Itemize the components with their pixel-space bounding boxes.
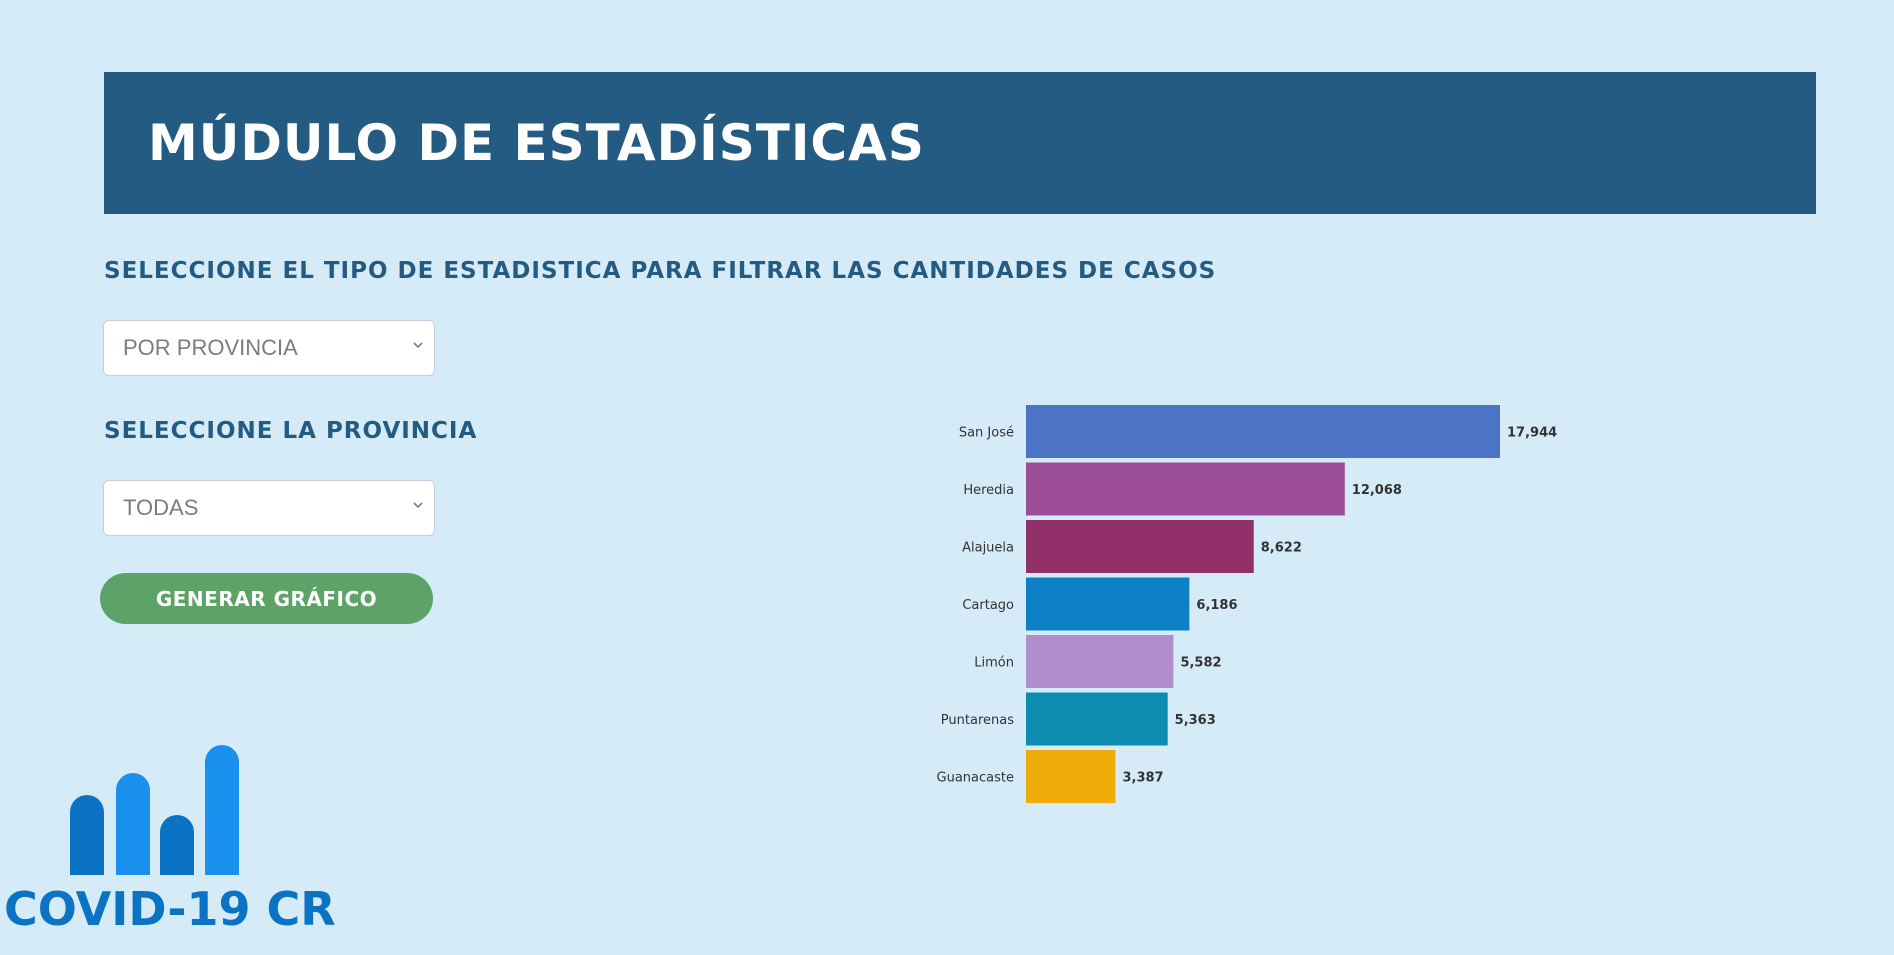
province-select-value: TODAS	[123, 495, 199, 520]
cases-bar-chart: San José 17,944 Heredia 12,068 Alajuela 8,622…	[937, 405, 1557, 803]
logo-text: COVID-19 CR	[4, 882, 336, 936]
chevron-down-icon	[413, 502, 423, 509]
category-label: Alajuela	[962, 541, 1014, 556]
stat-type-select[interactable]: POR PROVINCIA	[103, 320, 435, 376]
province-label: SELECCIONE LA PROVINCIA	[104, 418, 478, 444]
category-label: Puntarenas	[941, 713, 1014, 728]
bar-4	[1026, 635, 1174, 688]
bar-6	[1026, 750, 1116, 803]
category-label: Guanacaste	[937, 771, 1014, 786]
value-label: 3,387	[1122, 771, 1163, 786]
stat-type-label: SELECCIONE EL TIPO DE ESTADISTICA PARA F…	[104, 258, 1217, 284]
value-label: 8,622	[1261, 541, 1302, 556]
value-label: 6,186	[1196, 598, 1237, 613]
category-label: San José	[959, 426, 1014, 441]
category-label: Heredia	[963, 483, 1014, 498]
value-label: 12,068	[1352, 483, 1402, 498]
generate-chart-button[interactable]: GENERAR GRÁFICO	[100, 573, 433, 624]
stat-type-select-value: POR PROVINCIA	[123, 335, 298, 360]
category-label: Cartago	[962, 598, 1014, 613]
bar-2	[1026, 520, 1254, 573]
page-header: MÚDULO DE ESTADÍSTICAS	[104, 72, 1816, 214]
value-label: 17,944	[1507, 426, 1557, 441]
page-title: MÚDULO DE ESTADÍSTICAS	[148, 114, 925, 172]
value-label: 5,363	[1175, 713, 1216, 728]
chevron-down-icon	[413, 342, 423, 349]
bar-1	[1026, 462, 1345, 516]
bar-5	[1026, 692, 1168, 746]
bar-0	[1026, 405, 1500, 458]
value-label: 5,582	[1180, 656, 1221, 671]
province-select[interactable]: TODAS	[103, 480, 435, 536]
category-label: Limón	[974, 656, 1014, 671]
covid-chart-logo-icon	[70, 745, 239, 875]
bar-3	[1026, 577, 1190, 631]
